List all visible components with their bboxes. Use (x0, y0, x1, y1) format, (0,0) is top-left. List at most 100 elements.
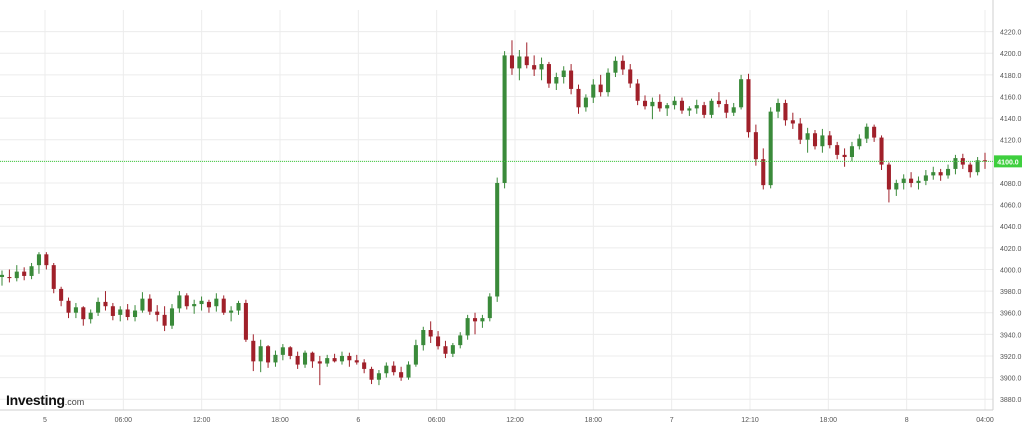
candle (465, 314, 470, 340)
candle (953, 154, 958, 175)
candle-body (487, 296, 492, 319)
candle (628, 64, 633, 88)
candle (783, 99, 788, 126)
candle-body (857, 138, 862, 147)
candle-body (81, 307, 86, 320)
candle-body (103, 301, 108, 307)
candle (310, 351, 315, 368)
candle (946, 164, 951, 179)
candle-body (369, 368, 374, 380)
candle-body (266, 346, 271, 363)
candle (731, 102, 736, 116)
y-tick-label: 4160.0 (1000, 94, 1022, 101)
candle-body (672, 100, 677, 106)
candle-body (502, 55, 507, 183)
x-tick-label: 06:00 (115, 417, 133, 423)
candle (798, 118, 803, 145)
candle (812, 130, 818, 150)
candle-body (849, 146, 854, 158)
candle (569, 64, 574, 95)
x-tick-label: 06:00 (428, 417, 446, 423)
y-tick-label: 4200.0 (1000, 51, 1022, 58)
candle-body (702, 105, 707, 115)
y-tick-label: 3900.0 (1000, 376, 1022, 383)
candle (753, 124, 758, 166)
candle-body (29, 266, 34, 276)
candle (36, 252, 41, 274)
candle-body (731, 107, 736, 113)
candle-body (443, 346, 448, 354)
candle-body (532, 65, 537, 70)
candle-body (724, 104, 729, 113)
candle (14, 265, 19, 282)
candle (679, 97, 685, 114)
candle (576, 84, 581, 114)
candle-body (872, 126, 877, 138)
candle-body (310, 352, 315, 362)
candle-body (628, 69, 633, 84)
candle-body (155, 311, 160, 315)
candle-body (317, 361, 322, 364)
candle-body (295, 355, 300, 365)
candle (251, 334, 256, 372)
candle (0, 270, 5, 286)
candle-body (606, 72, 611, 93)
candle-body (694, 105, 699, 109)
candle-body (539, 64, 544, 70)
candle-body (258, 346, 263, 362)
candle (583, 94, 588, 112)
candle (295, 351, 300, 369)
candle (7, 269, 12, 283)
candle (288, 346, 293, 360)
candle-body (221, 298, 226, 313)
candle (509, 40, 515, 75)
candle (96, 297, 101, 316)
candle-body (251, 340, 256, 362)
candle-body (44, 254, 49, 266)
y-tick-label: 4020.0 (1000, 246, 1022, 253)
candle-body (879, 137, 884, 165)
candle (29, 262, 34, 280)
candle (199, 296, 204, 311)
candle (258, 339, 263, 373)
candle (894, 179, 899, 196)
candle (982, 152, 988, 169)
candle (332, 353, 337, 363)
candle (776, 98, 781, 119)
candle (554, 72, 559, 90)
logo-domain: .com (64, 397, 85, 407)
candle (133, 305, 138, 322)
candle (938, 168, 943, 181)
candle-body (598, 84, 603, 93)
candle (214, 293, 219, 312)
candle-body (199, 300, 204, 305)
candle-body (753, 132, 758, 160)
candle-body (192, 304, 197, 307)
candle-body (458, 335, 463, 346)
candle (561, 66, 566, 84)
candle-body (524, 56, 529, 66)
candle-body (495, 182, 500, 297)
candle-body (650, 101, 655, 107)
candle (280, 344, 285, 361)
x-tick-label: 04:00 (976, 417, 994, 423)
candle (88, 309, 93, 324)
current-price-badge (994, 155, 1022, 168)
candle (857, 134, 862, 150)
candle-body (399, 372, 404, 378)
candle (376, 370, 381, 386)
candle-body (665, 105, 670, 109)
candle-body (968, 164, 973, 173)
candle-body (886, 164, 891, 190)
candle-body (7, 277, 12, 279)
candle-body (214, 298, 219, 307)
candle-body (376, 373, 381, 380)
y-tick-label: 4000.0 (1000, 267, 1022, 274)
candle (746, 73, 751, 138)
candle-body (14, 271, 19, 279)
investing-logo: Investing.com (6, 392, 84, 410)
candle-body (243, 302, 248, 340)
candle-body (842, 154, 847, 158)
